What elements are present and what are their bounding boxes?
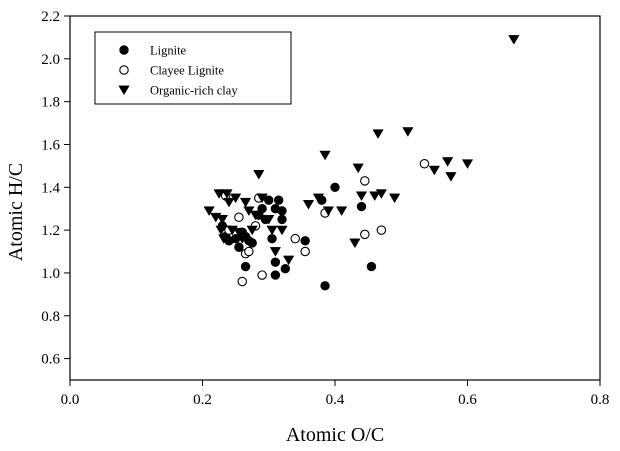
data-point-organic-rich-clay bbox=[302, 200, 315, 210]
y-tick-label: 2.0 bbox=[41, 52, 60, 68]
data-point-organic-rich-clay bbox=[369, 191, 381, 202]
data-point-organic-rich-clay bbox=[428, 165, 441, 176]
data-point-clayee-lignite bbox=[234, 212, 244, 223]
data-point-organic-rich-clay bbox=[319, 150, 331, 161]
data-point-lignite bbox=[356, 201, 367, 212]
data-point-lignite bbox=[270, 270, 281, 280]
data-point-organic-rich-clay bbox=[203, 206, 215, 217]
data-point-clayee-lignite bbox=[300, 246, 310, 257]
data-point-lignite bbox=[267, 233, 277, 244]
points-layer bbox=[203, 35, 520, 291]
data-point-clayee-lignite bbox=[244, 246, 254, 257]
data-point-organic-rich-clay bbox=[246, 225, 258, 236]
data-point-lignite bbox=[320, 281, 330, 291]
legend-items: Lignite Clayee Lignite Organic-rich clay bbox=[118, 44, 238, 98]
data-point-organic-rich-clay bbox=[216, 215, 229, 225]
data-point-organic-rich-clay bbox=[355, 191, 368, 202]
data-point-organic-rich-clay bbox=[282, 255, 295, 266]
legend-marker-lignite bbox=[119, 45, 129, 55]
data-point-clayee-lignite bbox=[257, 270, 267, 280]
x-tick-label: 0.4 bbox=[326, 392, 345, 408]
data-point-clayee-lignite bbox=[419, 158, 430, 169]
data-point-lignite bbox=[234, 242, 244, 252]
data-point-organic-rich-clay bbox=[236, 234, 248, 244]
legend-marker-clayee-lignite bbox=[119, 65, 129, 75]
data-point-organic-rich-clay bbox=[352, 163, 364, 174]
y-tick-label: 1.6 bbox=[41, 137, 60, 153]
data-point-clayee-lignite bbox=[290, 233, 300, 244]
data-point-organic-rich-clay bbox=[445, 172, 457, 182]
data-point-lignite bbox=[273, 195, 284, 205]
data-point-organic-rich-clay bbox=[263, 215, 275, 225]
data-point-organic-rich-clay bbox=[375, 189, 388, 199]
ticks-layer: 0.0 0.2 0.4 0.6 0.8 0.6 0.8 1.0 1.2 1.4 1.6 1.8 2.0 2… bbox=[41, 9, 609, 408]
data-point-organic-rich-clay bbox=[215, 225, 227, 236]
x-tick-label: 0.8 bbox=[591, 392, 610, 408]
legend-label-lignite: Lignite bbox=[150, 44, 187, 58]
legend: Lignite Clayee Lignite Organic-rich clay bbox=[94, 31, 292, 105]
y-tick-label: 0.8 bbox=[41, 309, 60, 325]
data-point-organic-rich-clay bbox=[349, 238, 361, 249]
data-point-lignite bbox=[277, 214, 287, 225]
legend-marker-organic-rich-clay bbox=[118, 85, 130, 96]
data-point-lignite bbox=[247, 238, 257, 248]
y-tick-label: 1.4 bbox=[41, 180, 60, 196]
data-point-lignite bbox=[277, 206, 287, 216]
data-point-lignite bbox=[264, 195, 274, 205]
data-point-lignite bbox=[270, 257, 281, 267]
data-point-lignite bbox=[366, 261, 377, 272]
data-point-organic-rich-clay bbox=[322, 206, 335, 217]
data-point-organic-rich-clay bbox=[276, 225, 288, 236]
data-point-organic-rich-clay bbox=[253, 170, 265, 180]
data-point-organic-rich-clay bbox=[256, 193, 268, 204]
data-point-organic-rich-clay bbox=[372, 129, 384, 139]
legend-label-organic-rich-clay: Organic-rich clay bbox=[150, 84, 238, 98]
data-point-organic-rich-clay bbox=[312, 193, 325, 204]
data-point-organic-rich-clay bbox=[221, 189, 233, 199]
data-point-organic-rich-clay bbox=[335, 206, 348, 217]
data-point-clayee-lignite bbox=[360, 229, 370, 240]
data-point-organic-rich-clay bbox=[213, 189, 225, 199]
data-point-organic-rich-clay bbox=[266, 225, 278, 236]
data-point-lignite bbox=[280, 263, 291, 274]
x-axis-label: Atomic O/C bbox=[286, 424, 384, 446]
data-point-clayee-lignite bbox=[360, 176, 370, 186]
data-point-clayee-lignite bbox=[376, 225, 387, 235]
data-point-organic-rich-clay bbox=[223, 197, 235, 208]
data-point-lignite bbox=[330, 182, 340, 192]
data-point-organic-rich-clay bbox=[441, 157, 454, 167]
data-point-lignite bbox=[300, 236, 310, 246]
legend-label-clayee-lignite: Clayee Lignite bbox=[150, 64, 224, 78]
y-tick-label: 1.8 bbox=[41, 95, 60, 111]
y-tick-label: 0.6 bbox=[41, 352, 60, 368]
x-tick-label: 0.0 bbox=[61, 392, 80, 408]
data-point-lignite bbox=[240, 261, 251, 272]
y-tick-label: 1.0 bbox=[41, 266, 60, 282]
data-point-organic-rich-clay bbox=[218, 234, 230, 244]
data-point-organic-rich-clay bbox=[229, 193, 242, 204]
data-point-organic-rich-clay bbox=[402, 127, 414, 137]
x-tick-label: 0.6 bbox=[458, 392, 477, 408]
data-point-organic-rich-clay bbox=[239, 197, 252, 208]
data-point-organic-rich-clay bbox=[508, 35, 520, 45]
y-axis-label: Atomic H/C bbox=[5, 163, 27, 261]
data-point-organic-rich-clay bbox=[249, 210, 262, 221]
data-point-clayee-lignite bbox=[237, 276, 248, 287]
x-tick-label: 0.2 bbox=[193, 392, 212, 408]
data-point-organic-rich-clay bbox=[388, 193, 401, 204]
plot-frame bbox=[69, 15, 601, 381]
data-point-organic-rich-clay bbox=[269, 247, 282, 257]
data-point-organic-rich-clay bbox=[461, 159, 474, 169]
y-tick-label: 2.2 bbox=[41, 9, 60, 25]
data-point-organic-rich-clay bbox=[233, 227, 245, 238]
y-tick-label: 1.2 bbox=[41, 223, 60, 239]
